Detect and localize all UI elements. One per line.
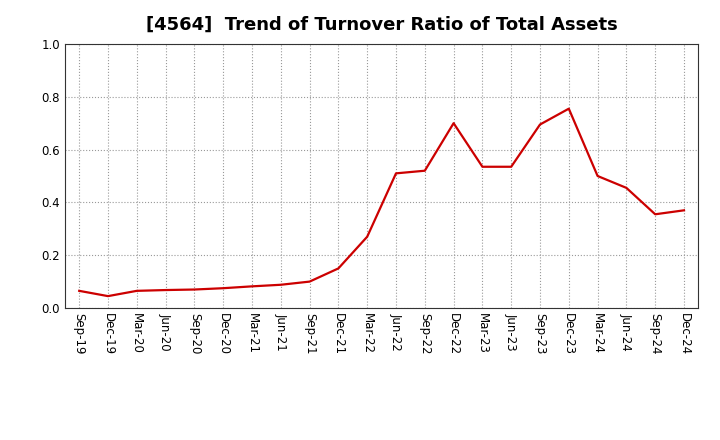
Title: [4564]  Trend of Turnover Ratio of Total Assets: [4564] Trend of Turnover Ratio of Total … xyxy=(145,16,618,34)
